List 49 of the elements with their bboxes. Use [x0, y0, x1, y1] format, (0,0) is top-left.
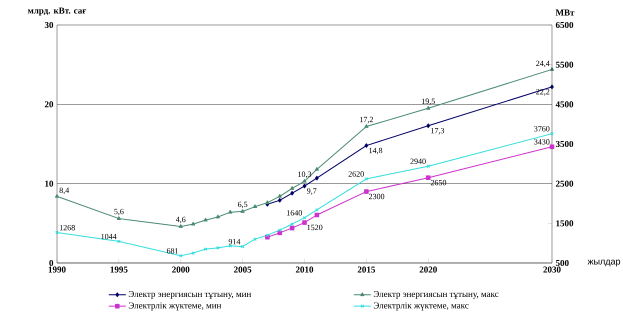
legend-label: Электрлік жүктеме, мин — [128, 302, 222, 310]
y-tick-label: 20 — [44, 101, 54, 108]
data-label: 17,2 — [360, 116, 373, 124]
data-label: 681 — [166, 248, 178, 254]
data-label: 9,7 — [306, 188, 316, 195]
y2-tick-label: 500 — [556, 260, 569, 266]
data-label: 3430 — [534, 139, 550, 145]
x-axis-title: жылдар — [588, 260, 620, 266]
data-label: 19,5 — [422, 98, 435, 106]
data-label: 2300 — [368, 194, 384, 200]
data-label: 22,2 — [536, 89, 550, 96]
y2-axis-title: МВт — [556, 10, 574, 16]
data-label: 24,4 — [536, 60, 550, 68]
y-tick-label: 0 — [49, 260, 54, 266]
y2-tick-label: 6500 — [556, 22, 574, 28]
x-tick-label: 2030 — [543, 266, 561, 273]
y2-tick-label: 3500 — [556, 140, 574, 148]
data-label: 8,4 — [60, 188, 70, 194]
legend-label: Электрлік жүктеме, макс — [374, 302, 469, 310]
x-tick-label: 1990 — [48, 266, 66, 273]
data-label: 17,3 — [431, 128, 444, 134]
data-label: 6,5 — [238, 202, 248, 208]
data-label: 1044 — [101, 234, 117, 240]
x-tick-label: 2005 — [234, 266, 252, 273]
x-tick-label: 2010 — [296, 266, 314, 273]
data-label: 5,6 — [114, 208, 124, 216]
y2-tick-label: 1500 — [556, 220, 574, 226]
y2-tick-label: 4500 — [556, 101, 574, 108]
legend-label: Электр энергиясын тұтыну, мин — [128, 290, 252, 299]
x-tick-label: 2000 — [172, 266, 190, 273]
data-label: 914 — [228, 238, 240, 244]
data-label: 2940 — [410, 158, 426, 164]
x-tick-label: 2015 — [358, 266, 376, 273]
y-axis-title: млрд. кВт. сағ — [28, 8, 86, 16]
data-label: 2620 — [348, 171, 364, 177]
x-tick-label: 1995 — [110, 266, 128, 273]
y-tick-label: 30 — [44, 22, 54, 28]
data-label: 1268 — [60, 224, 75, 230]
x-tick-label: 2020 — [420, 266, 437, 273]
data-label: 1520 — [307, 224, 322, 230]
y-tick-label: 10 — [45, 180, 54, 187]
y2-tick-label: 2500 — [556, 180, 574, 187]
data-label: 14,8 — [369, 148, 382, 154]
y2-tick-label: 5500 — [556, 62, 574, 68]
data-label: 1640 — [287, 210, 302, 216]
legend-label: Электр энергиясын тұтыну, макс — [374, 290, 498, 299]
data-label: 4,6 — [176, 216, 186, 224]
data-label: 10,3 — [298, 172, 312, 178]
data-label: 3760 — [534, 126, 550, 132]
